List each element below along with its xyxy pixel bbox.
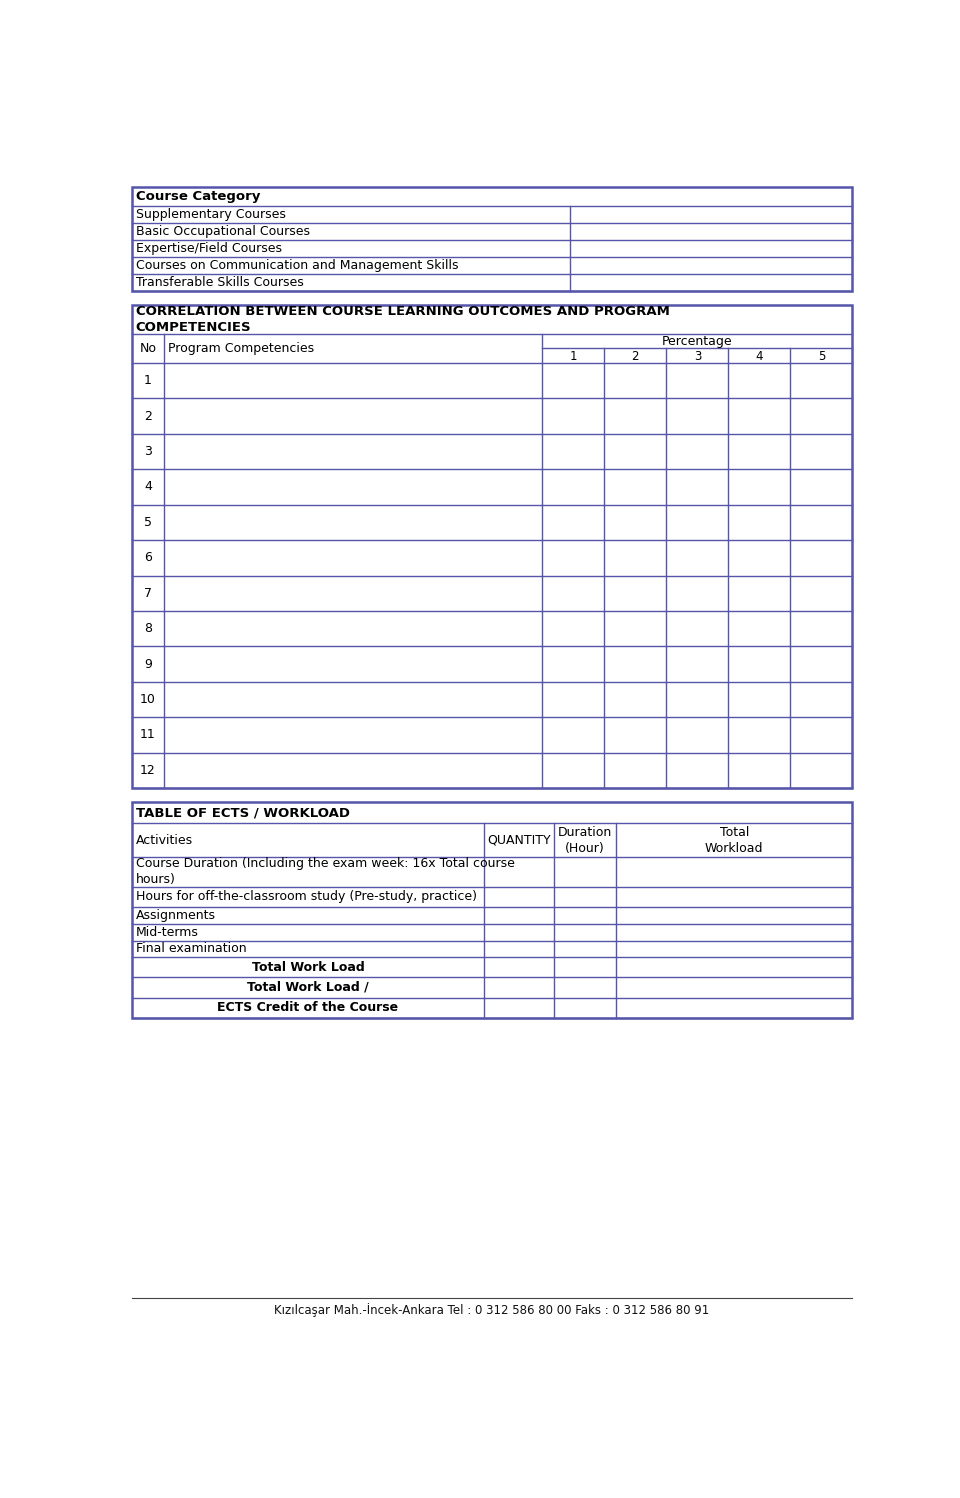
Text: 3: 3: [694, 351, 701, 363]
Text: Percentage: Percentage: [662, 334, 732, 348]
Text: QUANTITY: QUANTITY: [488, 834, 551, 846]
Text: Transferable Skills Courses: Transferable Skills Courses: [135, 276, 303, 289]
Bar: [132, 187, 852, 291]
Text: Total Work Load: Total Work Load: [252, 962, 364, 974]
Text: 2: 2: [632, 351, 639, 363]
Text: Total
Workload: Total Workload: [705, 825, 763, 855]
Text: ECTS Credit of the Course: ECTS Credit of the Course: [217, 1001, 398, 1014]
Text: 12: 12: [140, 764, 156, 777]
Text: Courses on Communication and Management Skills: Courses on Communication and Management …: [135, 259, 458, 271]
Text: 8: 8: [144, 622, 152, 635]
Text: 7: 7: [144, 587, 152, 599]
Bar: [132, 304, 852, 788]
Text: Total Work Load /: Total Work Load /: [247, 981, 369, 995]
Text: 5: 5: [818, 351, 825, 363]
Text: Kızılcaşar Mah.-İncek-Ankara Tel : 0 312 586 80 00 Faks : 0 312 586 80 91: Kızılcaşar Mah.-İncek-Ankara Tel : 0 312…: [275, 1303, 709, 1317]
Text: Program Competencies: Program Competencies: [168, 342, 314, 355]
Text: 4: 4: [756, 351, 763, 363]
Bar: [132, 801, 852, 1017]
Text: Basic Occupational Courses: Basic Occupational Courses: [135, 225, 309, 238]
Text: 1: 1: [144, 374, 152, 386]
Text: 3: 3: [144, 445, 152, 458]
Text: 2: 2: [144, 409, 152, 422]
Text: Mid-terms: Mid-terms: [135, 926, 199, 939]
Text: 6: 6: [144, 551, 152, 565]
Text: 9: 9: [144, 658, 152, 671]
Text: Supplementary Courses: Supplementary Courses: [135, 208, 285, 220]
Text: TABLE OF ECTS / WORKLOAD: TABLE OF ECTS / WORKLOAD: [135, 806, 349, 819]
Text: Assignments: Assignments: [135, 909, 215, 921]
Text: CORRELATION BETWEEN COURSE LEARNING OUTCOMES AND PROGRAM
COMPETENCIES: CORRELATION BETWEEN COURSE LEARNING OUTC…: [135, 304, 669, 334]
Text: No: No: [139, 342, 156, 355]
Text: Duration
(Hour): Duration (Hour): [558, 825, 612, 855]
Text: 11: 11: [140, 728, 156, 742]
Text: 4: 4: [144, 481, 152, 493]
Text: Expertise/Field Courses: Expertise/Field Courses: [135, 241, 281, 255]
Text: Course Category: Course Category: [135, 190, 260, 204]
Text: Hours for off-the-classroom study (Pre-study, practice): Hours for off-the-classroom study (Pre-s…: [135, 890, 476, 903]
Text: 5: 5: [144, 515, 152, 529]
Text: 10: 10: [140, 694, 156, 706]
Text: Course Duration (Including the exam week: 16x Total course
hours): Course Duration (Including the exam week…: [135, 857, 515, 887]
Text: 1: 1: [569, 351, 577, 363]
Text: Final examination: Final examination: [135, 942, 246, 956]
Text: Activities: Activities: [135, 834, 193, 846]
